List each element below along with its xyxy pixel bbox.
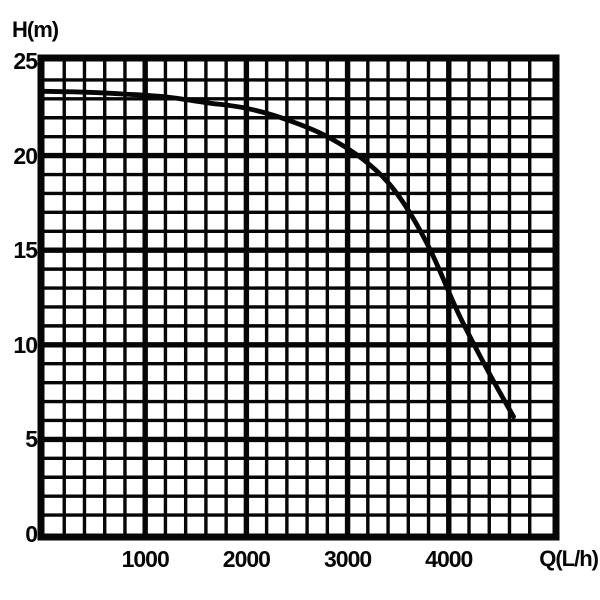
x-tick-label-3000: 3000 xyxy=(323,546,372,572)
x-tick-label-2000: 2000 xyxy=(222,546,271,572)
pump-curve xyxy=(41,88,516,420)
y-tick-label-25: 25 xyxy=(13,48,38,74)
y-tick-label-5: 5 xyxy=(25,426,38,453)
y-tick-label-0: 0 xyxy=(25,521,38,547)
x-axis-title: Q(L/h) xyxy=(539,546,599,571)
x-tick-label-4000: 4000 xyxy=(425,546,473,572)
plot-border xyxy=(37,54,560,541)
y-tick-label-10: 10 xyxy=(13,331,38,358)
y-tick-label-15: 15 xyxy=(13,237,38,264)
y-tick-label-20: 20 xyxy=(13,142,38,169)
y-axis-title: H(m) xyxy=(12,17,59,42)
x-tick-label-1000: 1000 xyxy=(121,546,170,572)
